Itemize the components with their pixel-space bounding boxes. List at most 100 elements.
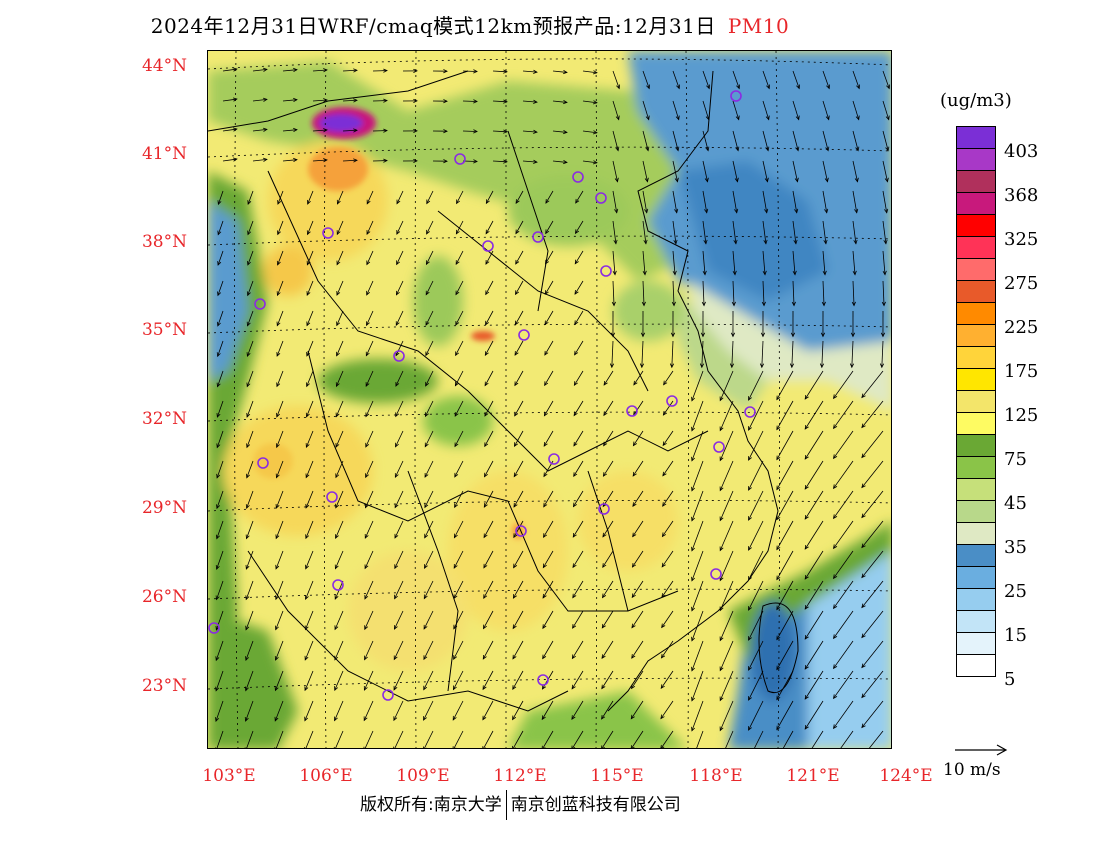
wind-arrow: [601, 610, 614, 629]
wind-arrow: [217, 310, 224, 326]
wind-arrow-head: [882, 270, 887, 276]
wind-arrow-head: [776, 665, 781, 671]
wind-arrow-head: [854, 177, 859, 183]
legend-tick-label: 368: [1004, 185, 1039, 206]
wind-arrow: [304, 700, 314, 721]
wind-arrow-head: [216, 504, 221, 510]
wind-arrow-head: [776, 635, 781, 641]
legend-swatch: [956, 654, 996, 677]
wind-arrow-head: [852, 270, 857, 276]
wind-arrow: [804, 370, 824, 400]
wind-arrow: [660, 700, 674, 719]
wind-arrow: [336, 250, 344, 265]
wind-arrow-head: [443, 129, 448, 134]
wind-arrow: [811, 730, 824, 748]
wind-arrow: [252, 68, 267, 72]
wind-arrow-head: [733, 239, 738, 245]
wind-arrow: [822, 250, 826, 275]
wind-arrow-head: [306, 382, 310, 388]
wind-arrow-head: [482, 715, 487, 721]
wind-arrow: [852, 100, 860, 120]
wind-arrow-head: [776, 395, 781, 401]
wind-arrow-head: [423, 716, 427, 721]
wind-arrow: [452, 700, 464, 721]
wind-arrow: [365, 370, 374, 387]
wind-arrow-head: [631, 623, 636, 629]
wind-arrow: [512, 670, 524, 690]
wind-arrow: [833, 670, 854, 699]
wind-arrow-head: [661, 623, 666, 629]
wind-arrow: [822, 100, 830, 120]
wind-arrow: [631, 670, 644, 689]
wind-arrow: [515, 190, 524, 204]
legend-tick-label: 225: [1004, 317, 1039, 338]
wind-arrow-head: [353, 68, 358, 73]
wind-arrow: [732, 70, 740, 89]
wind-arrow-head: [602, 563, 607, 568]
wind-arrow-head: [452, 746, 457, 748]
wind-arrow: [393, 670, 404, 691]
wind-arrow: [719, 670, 734, 701]
wind-arrow-head: [662, 441, 667, 447]
wind-arrow: [603, 370, 614, 386]
legend-swatch: [956, 566, 996, 589]
wind-arrow-head: [455, 260, 460, 266]
wind-arrow-head: [776, 575, 781, 581]
legend-swatch: [956, 192, 996, 215]
wind-arrow: [363, 700, 374, 721]
wind-arrow: [852, 250, 856, 275]
wind-arrow: [512, 730, 524, 748]
wind-arrow-head: [760, 332, 766, 338]
wind-arrow-head: [884, 177, 889, 183]
wind-arrow: [833, 640, 854, 669]
wind-arrow-head: [323, 128, 328, 133]
wind-arrow-head: [639, 363, 645, 369]
wind-arrow-head: [275, 504, 280, 509]
wind-arrow-head: [776, 605, 781, 611]
wind-arrow-head: [804, 514, 809, 520]
wind-arrow-head: [563, 130, 568, 135]
wind-arrow-head: [395, 381, 400, 387]
wind-arrow: [603, 400, 614, 416]
wind-arrow-head: [861, 723, 866, 729]
city-markers: [208, 90, 756, 701]
wind-arrow-head: [631, 654, 636, 659]
wind-arrow-head: [246, 352, 251, 358]
wind-arrow-head: [245, 564, 250, 570]
wind-arrow: [277, 190, 284, 205]
wind-arrow: [514, 430, 524, 447]
wind-arrow-head: [335, 442, 340, 448]
legend-tick-label: 35: [1004, 537, 1027, 558]
wind-arrow: [861, 400, 884, 428]
wind-arrow: [522, 70, 537, 73]
wind-arrow-head: [820, 332, 826, 338]
wind-arrow-head: [473, 129, 478, 134]
wind-arrow: [275, 730, 284, 748]
wind-arrow: [782, 730, 794, 748]
wind-arrow-head: [691, 456, 696, 462]
wind-arrow-head: [514, 320, 519, 326]
wind-arrow: [365, 340, 374, 356]
wind-arrow: [366, 250, 374, 265]
wind-arrow-head: [732, 270, 737, 276]
wind-arrow-head: [660, 714, 665, 720]
wind-arrow-head: [512, 685, 517, 690]
wind-arrow: [691, 490, 704, 521]
wind-arrow-head: [306, 260, 311, 266]
wind-arrow-head: [719, 696, 724, 702]
wind-arrow: [425, 280, 434, 295]
wind-arrow-head: [334, 594, 339, 600]
wind-arrow: [776, 670, 794, 700]
legend-swatch: [956, 236, 996, 259]
wind-arrow: [748, 370, 764, 401]
wind-arrow: [833, 700, 854, 729]
wind-arrow: [662, 520, 674, 537]
wind-arrow: [582, 160, 597, 164]
wind-arrow-head: [691, 666, 696, 672]
wind-arrow-head: [691, 396, 696, 402]
wind-arrow: [275, 670, 284, 691]
wind-arrow: [852, 190, 858, 213]
wind-arrow: [762, 250, 766, 275]
wind-arrow: [732, 160, 738, 182]
wind-arrow: [305, 610, 314, 630]
